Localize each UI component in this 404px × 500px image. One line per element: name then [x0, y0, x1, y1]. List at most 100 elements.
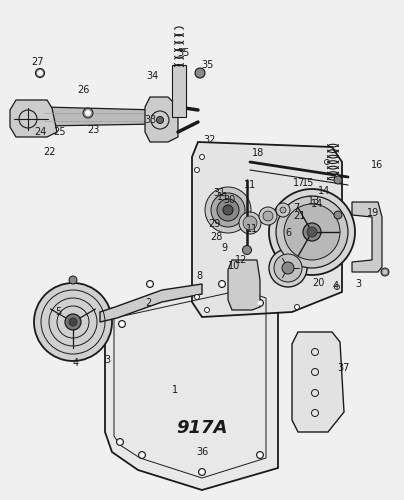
- Polygon shape: [172, 65, 186, 117]
- Circle shape: [139, 452, 145, 458]
- Text: 32: 32: [204, 135, 216, 145]
- Circle shape: [118, 320, 126, 328]
- Text: 25: 25: [54, 127, 66, 137]
- Circle shape: [140, 453, 144, 457]
- Polygon shape: [228, 260, 260, 310]
- Circle shape: [196, 296, 198, 298]
- Text: 4: 4: [73, 358, 79, 368]
- Text: 36: 36: [196, 447, 208, 457]
- Text: 15: 15: [302, 178, 314, 188]
- Circle shape: [156, 116, 164, 123]
- Circle shape: [276, 203, 290, 217]
- Polygon shape: [44, 107, 163, 126]
- Polygon shape: [192, 142, 342, 317]
- Text: 917A: 917A: [176, 419, 228, 437]
- Circle shape: [326, 160, 328, 164]
- Text: 10: 10: [228, 261, 240, 271]
- Polygon shape: [105, 278, 278, 490]
- Circle shape: [257, 452, 263, 458]
- Circle shape: [148, 282, 152, 286]
- Polygon shape: [292, 332, 344, 432]
- Circle shape: [120, 322, 124, 326]
- Circle shape: [243, 216, 257, 230]
- Circle shape: [335, 286, 339, 288]
- Text: 9: 9: [221, 243, 227, 253]
- Circle shape: [284, 204, 340, 260]
- Text: 3: 3: [355, 279, 361, 289]
- Text: 11: 11: [246, 224, 258, 234]
- Circle shape: [65, 314, 81, 330]
- Circle shape: [205, 187, 251, 233]
- Text: 26: 26: [77, 85, 89, 95]
- Circle shape: [147, 280, 154, 287]
- Text: 16: 16: [371, 160, 383, 170]
- Circle shape: [220, 282, 224, 286]
- Circle shape: [307, 227, 317, 237]
- Circle shape: [83, 108, 93, 118]
- Circle shape: [263, 211, 273, 221]
- Circle shape: [36, 68, 44, 78]
- Circle shape: [295, 306, 299, 308]
- Circle shape: [200, 156, 204, 158]
- Circle shape: [217, 199, 239, 221]
- Text: 23: 23: [87, 125, 99, 135]
- Circle shape: [383, 270, 387, 274]
- Circle shape: [303, 223, 321, 241]
- Circle shape: [324, 160, 330, 164]
- Circle shape: [69, 276, 77, 284]
- Circle shape: [194, 168, 200, 172]
- Polygon shape: [100, 284, 202, 322]
- Text: 1: 1: [172, 385, 178, 395]
- Circle shape: [257, 300, 263, 306]
- Text: 21: 21: [293, 211, 305, 221]
- Text: 22: 22: [44, 147, 56, 157]
- Circle shape: [274, 254, 302, 282]
- Text: 11: 11: [244, 180, 256, 190]
- Circle shape: [259, 207, 277, 225]
- Circle shape: [258, 301, 262, 305]
- Text: 30: 30: [223, 195, 235, 205]
- Text: 6: 6: [285, 228, 291, 238]
- Text: 33: 33: [144, 115, 156, 125]
- Circle shape: [200, 154, 204, 160]
- Circle shape: [242, 246, 252, 254]
- Circle shape: [381, 268, 389, 276]
- Text: 12: 12: [235, 255, 247, 265]
- Circle shape: [86, 110, 90, 116]
- Circle shape: [196, 168, 198, 172]
- Text: 4: 4: [333, 281, 339, 291]
- Text: 3: 3: [104, 355, 110, 365]
- Circle shape: [295, 304, 299, 310]
- Text: 24: 24: [34, 127, 46, 137]
- Circle shape: [69, 318, 77, 326]
- Text: 20: 20: [312, 278, 324, 288]
- Text: 11: 11: [217, 192, 229, 202]
- Circle shape: [269, 249, 307, 287]
- Text: 2: 2: [145, 298, 151, 308]
- Circle shape: [206, 308, 208, 312]
- Circle shape: [194, 294, 200, 300]
- Circle shape: [258, 453, 262, 457]
- Circle shape: [280, 207, 286, 213]
- Text: 19: 19: [367, 208, 379, 218]
- Circle shape: [335, 284, 339, 290]
- Circle shape: [335, 174, 339, 180]
- Polygon shape: [352, 202, 382, 272]
- Circle shape: [204, 308, 210, 312]
- Text: 35: 35: [177, 48, 189, 58]
- Circle shape: [211, 193, 245, 227]
- Circle shape: [219, 280, 225, 287]
- Text: 31: 31: [213, 188, 225, 198]
- Circle shape: [34, 283, 112, 361]
- Circle shape: [334, 176, 342, 184]
- Text: 35: 35: [202, 60, 214, 70]
- Text: 5: 5: [55, 307, 61, 317]
- Circle shape: [334, 211, 342, 219]
- Polygon shape: [145, 97, 178, 142]
- Text: 34: 34: [146, 71, 158, 81]
- Text: 14: 14: [318, 186, 330, 196]
- Text: 18: 18: [252, 148, 264, 158]
- Circle shape: [276, 196, 348, 268]
- Text: 37: 37: [337, 363, 349, 373]
- Circle shape: [282, 262, 294, 274]
